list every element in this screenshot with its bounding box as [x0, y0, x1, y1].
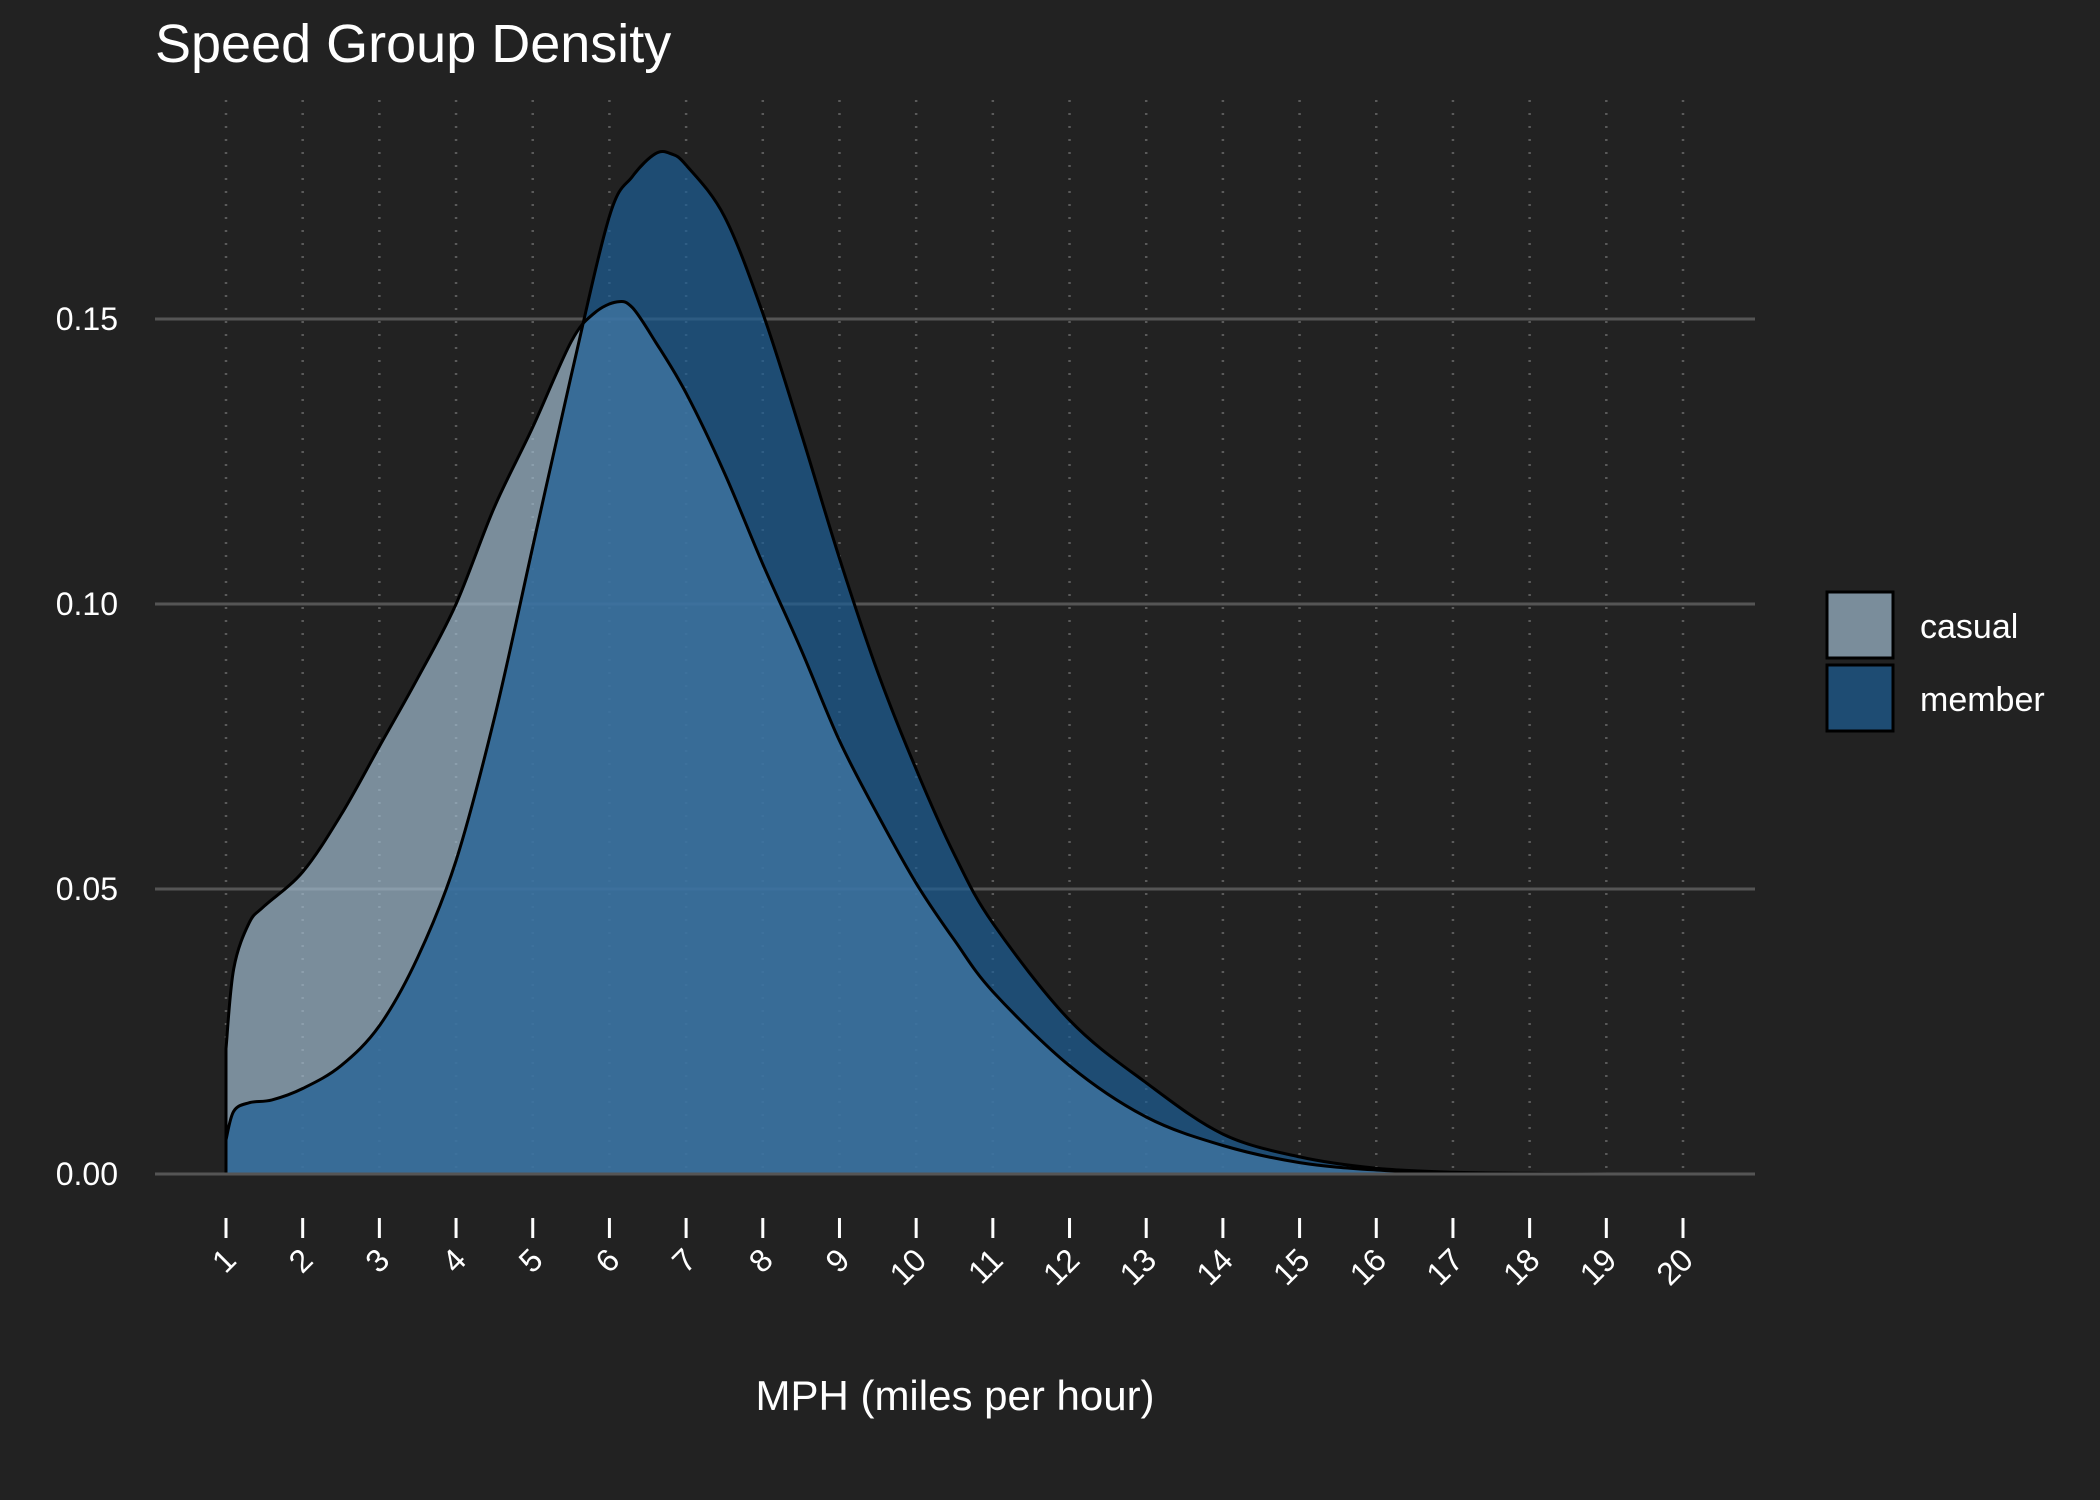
chart-title: Speed Group Density	[155, 14, 671, 74]
density-outline-casual	[224, 299, 1684, 1176]
legend-label-member: member	[1920, 681, 2045, 719]
y-tick-label: 0.10	[56, 586, 118, 622]
legend-swatch-member	[1825, 663, 1895, 733]
legend-label-casual: casual	[1920, 608, 2018, 646]
density-area-member	[226, 151, 1683, 1175]
legend: casual member	[1825, 590, 2045, 733]
x-axis-title: MPH (miles per hour)	[755, 1372, 1154, 1419]
y-tick-label: 0.00	[56, 1156, 118, 1192]
density-areas	[155, 150, 1755, 1176]
density-outline-member	[224, 150, 1684, 1176]
y-tick-label: 0.05	[56, 871, 118, 907]
y-axis-ticks: 0.00 0.05 0.10 0.15	[56, 301, 118, 1192]
y-tick-label: 0.15	[56, 301, 118, 337]
legend-swatch-casual	[1825, 590, 1895, 660]
